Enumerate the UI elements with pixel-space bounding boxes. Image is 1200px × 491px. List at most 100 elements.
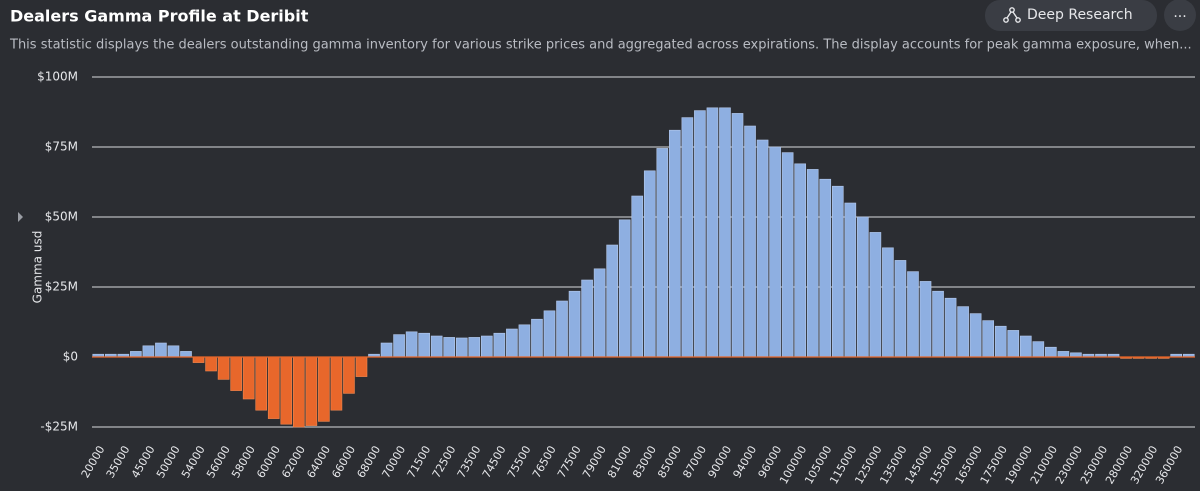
- bar: [982, 320, 995, 358]
- bar: [418, 332, 430, 358]
- bar: [1019, 335, 1032, 358]
- bar: [882, 247, 894, 358]
- bar: [556, 300, 568, 358]
- y-tick-label: $75M: [45, 140, 78, 154]
- bar: [806, 169, 819, 358]
- x-tick-label: 74500: [480, 443, 509, 480]
- bar: [869, 232, 882, 358]
- bar: [643, 170, 656, 358]
- bar: [857, 216, 869, 358]
- x-tick-label: 76500: [530, 444, 559, 481]
- bar: [481, 335, 493, 358]
- x-tick-label: 66000: [329, 444, 358, 481]
- bar: [142, 345, 155, 358]
- button-icon: [1003, 7, 1021, 23]
- bar: [393, 334, 405, 358]
- bar: [831, 185, 844, 358]
- bar: [694, 110, 706, 358]
- x-tick-label: 94000: [730, 444, 759, 481]
- bar: [681, 117, 694, 358]
- x-tick-label: 90000: [705, 444, 734, 481]
- bar: [167, 345, 180, 358]
- x-tick-label: 75500: [505, 444, 534, 481]
- bar: [618, 219, 631, 358]
- expand-arrow: [18, 212, 23, 222]
- bar: [405, 331, 418, 358]
- bar: [719, 107, 731, 358]
- bar: [706, 107, 719, 358]
- bar: [430, 335, 443, 358]
- bar: [205, 356, 217, 372]
- bar: [1032, 341, 1045, 358]
- bar: [493, 332, 506, 358]
- y-tick-label: $0: [63, 350, 78, 364]
- bar: [1045, 346, 1057, 358]
- bar: [932, 290, 944, 358]
- x-tick-label: 58000: [229, 444, 258, 481]
- x-tick-label: 50000: [154, 444, 183, 481]
- x-tick-label: 72500: [430, 444, 459, 481]
- x-tick-label: 79000: [580, 444, 609, 481]
- bar: [731, 113, 744, 358]
- menu-bg[interactable]: [1164, 0, 1196, 31]
- bar: [506, 328, 518, 358]
- bar: [1070, 352, 1082, 358]
- bar: [581, 279, 593, 358]
- x-tick-label: 54000: [179, 444, 208, 481]
- y-tick-label: -$25M: [40, 420, 78, 434]
- menu-label[interactable]: ...: [1173, 5, 1186, 21]
- bar: [669, 129, 681, 358]
- bar: [305, 356, 318, 426]
- bar: [894, 260, 907, 358]
- bar: [543, 310, 556, 358]
- bar: [217, 356, 230, 380]
- bar: [468, 337, 481, 358]
- bar: [380, 342, 393, 358]
- y-axis-label: Gamma usd: [31, 231, 45, 304]
- bar: [756, 139, 769, 358]
- x-tick-label: 83000: [630, 444, 659, 481]
- x-tick-label: 56000: [204, 444, 233, 481]
- x-tick-label: 64000: [304, 444, 333, 481]
- bar: [330, 356, 343, 411]
- bar: [781, 152, 794, 358]
- x-tick-label: 87000: [680, 444, 709, 481]
- bar: [292, 356, 305, 428]
- bar: [631, 195, 644, 358]
- x-tick-label: 71500: [405, 444, 434, 481]
- bar: [155, 342, 167, 358]
- bar: [255, 356, 268, 411]
- bar: [455, 337, 468, 358]
- x-tick-label: 35000: [104, 444, 133, 481]
- bar: [994, 325, 1007, 358]
- button-label[interactable]: Deep Research: [1027, 7, 1133, 23]
- menu-button[interactable]: ...: [1164, 0, 1196, 31]
- x-tick-label: 77500: [555, 444, 584, 481]
- bar: [794, 163, 806, 358]
- bar: [180, 351, 192, 358]
- bar: [343, 356, 355, 394]
- bar: [656, 148, 669, 358]
- y-tick-label: $25M: [45, 280, 78, 294]
- bar: [593, 268, 606, 358]
- bar: [267, 356, 280, 419]
- bar: [318, 356, 330, 422]
- deep-research-button[interactable]: Deep Research: [985, 0, 1157, 31]
- bar: [606, 244, 618, 358]
- x-tick-label: 68000: [354, 444, 383, 481]
- button-bg[interactable]: [985, 0, 1157, 31]
- chart-subtitle: This statistic displays the dealers outs…: [9, 38, 1192, 53]
- x-tick-label: 60000: [254, 444, 283, 481]
- bar: [969, 313, 982, 358]
- x-tick-label: 73500: [455, 444, 484, 481]
- bar: [1057, 351, 1070, 358]
- bar: [844, 202, 857, 358]
- x-tick-label: 45000: [129, 444, 158, 481]
- y-tick-label: $100M: [37, 70, 78, 84]
- x-tick-label: 70000: [380, 444, 409, 481]
- bar: [568, 290, 581, 358]
- bar: [907, 271, 919, 358]
- bar: [1007, 330, 1020, 358]
- chart-title: Dealers Gamma Profile at Deribit: [10, 7, 309, 26]
